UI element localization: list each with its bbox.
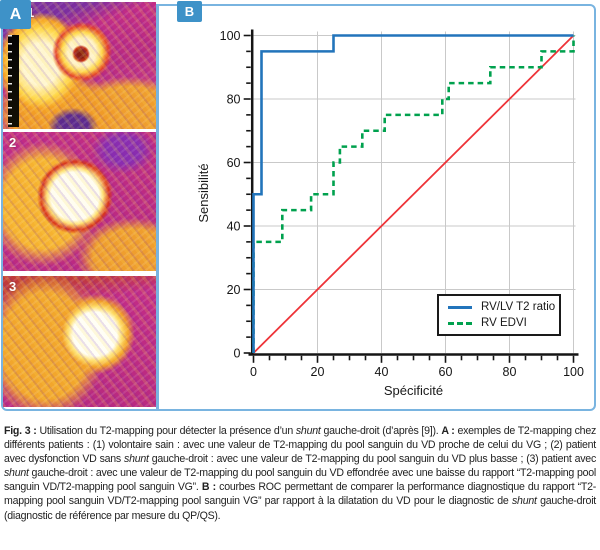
svg-text:0: 0 bbox=[234, 346, 241, 360]
legend-label: RV/LV T2 ratio bbox=[481, 301, 556, 313]
caption-text: B : bbox=[201, 481, 216, 494]
caption-text: gauche-droit : avec une valeur de T2-map… bbox=[4, 467, 596, 494]
t2-map-image-3: 3 bbox=[3, 276, 156, 407]
caption-text: exemples de T2-mapping chez différents p… bbox=[4, 425, 597, 466]
roc-chart: 0 20 40 60 80 100 0 20 40 60 80 100 bbox=[220, 29, 584, 379]
svg-text:100: 100 bbox=[563, 365, 584, 379]
caption-text: gauche-droit (d’après [9]). bbox=[320, 425, 442, 437]
caption-text: shunt bbox=[124, 453, 149, 466]
svg-text:20: 20 bbox=[311, 365, 325, 379]
caption-text: A : bbox=[441, 425, 455, 437]
caption-text: courbes ROC permettant de comparer la pe… bbox=[4, 481, 596, 508]
x-axis-label: Spécificité bbox=[383, 383, 444, 398]
legend-item-rv-edvi: RV EDVI bbox=[448, 317, 552, 329]
svg-text:20: 20 bbox=[227, 283, 241, 297]
caption-text: Fig. 3 : bbox=[4, 425, 40, 437]
caption-text: Utilisation du T2-mapping pour détecter … bbox=[39, 425, 296, 437]
legend-line-dashed-green bbox=[448, 321, 472, 325]
image-number-label: 3 bbox=[9, 279, 17, 294]
legend-label: RV EDVI bbox=[481, 317, 527, 329]
figure-caption: Fig. 3 : Utilisation du T2-mapping pour … bbox=[4, 424, 596, 523]
legend-line-solid-blue bbox=[448, 305, 472, 309]
caption-text: gauche-droit : avec une valeur de T2-map… bbox=[148, 453, 597, 466]
svg-text:0: 0 bbox=[250, 365, 257, 379]
panel-b-badge: B bbox=[177, 1, 202, 22]
svg-text:80: 80 bbox=[227, 92, 241, 106]
panel-a-badge: A bbox=[0, 0, 31, 29]
caption-text: shunt bbox=[295, 425, 321, 437]
svg-text:40: 40 bbox=[227, 219, 241, 233]
svg-text:60: 60 bbox=[227, 156, 241, 170]
t2-map-image-2: 2 bbox=[3, 132, 156, 271]
caption-text: shunt bbox=[512, 495, 537, 508]
caption-text: shunt bbox=[4, 467, 29, 480]
svg-text:80: 80 bbox=[503, 365, 517, 379]
colorbar bbox=[8, 35, 19, 127]
legend-item-rvlv-t2-ratio: RV/LV T2 ratio bbox=[448, 301, 556, 313]
svg-text:60: 60 bbox=[439, 365, 453, 379]
caption-text: gauche-droit (diagnostic de référence pa… bbox=[4, 495, 596, 522]
image-number-label: 2 bbox=[9, 135, 17, 150]
chart-legend: RV/LV T2 ratio RV EDVI bbox=[437, 294, 561, 336]
svg-text:100: 100 bbox=[220, 29, 241, 43]
svg-text:40: 40 bbox=[375, 365, 389, 379]
t2-map-image-1: 1 bbox=[3, 2, 156, 129]
panel-divider bbox=[156, 5, 159, 409]
